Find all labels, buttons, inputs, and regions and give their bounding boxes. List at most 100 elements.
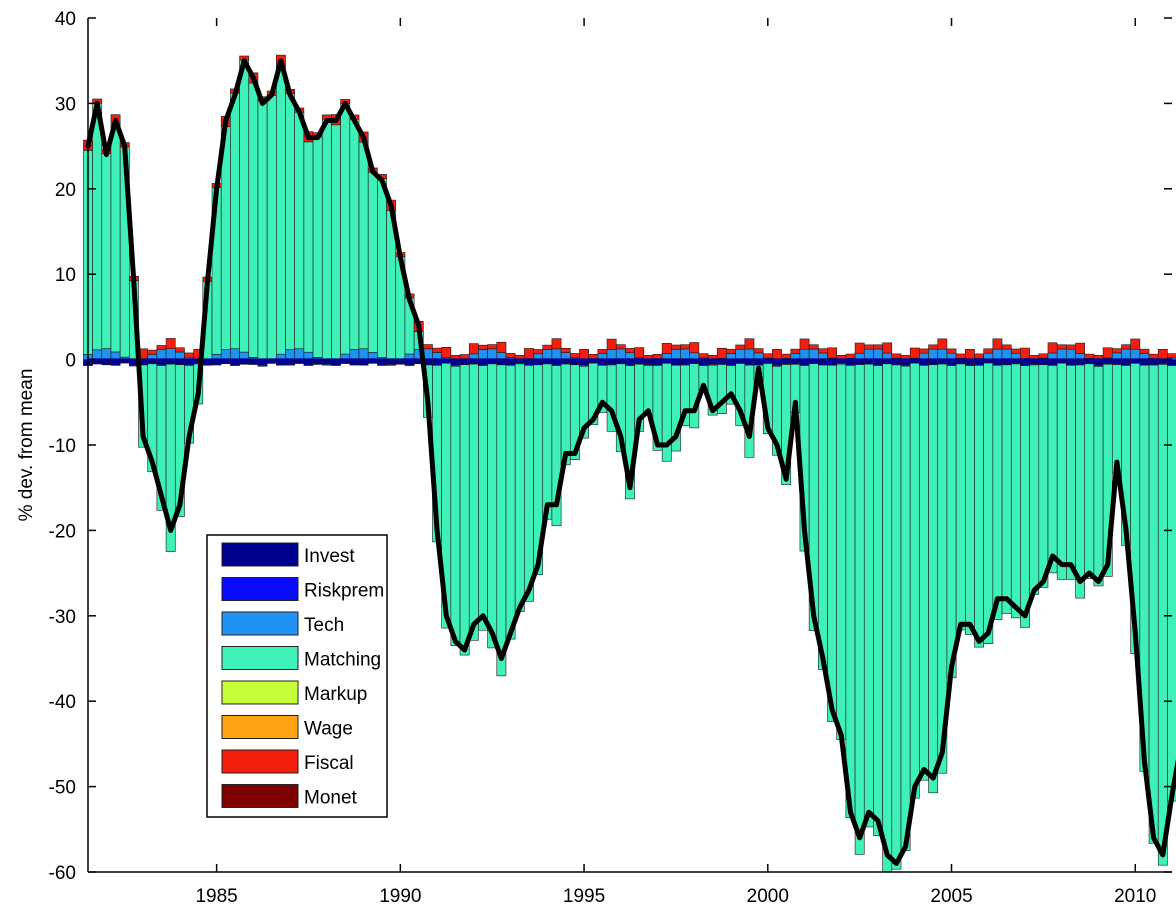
bar-fiscal (772, 349, 782, 360)
bar-fiscal (560, 348, 571, 353)
bar-matching (560, 363, 571, 466)
bar-fiscal (1084, 353, 1095, 359)
bar-tech (1001, 348, 1012, 360)
bar-tech (1130, 348, 1141, 360)
bar-matching (854, 364, 865, 855)
bar-tech (735, 348, 746, 360)
bar-matching (349, 118, 360, 350)
bar-matching (909, 362, 920, 799)
bar-matching (1029, 364, 1040, 595)
bar-fiscal (1010, 348, 1021, 354)
bar-tech (358, 348, 369, 360)
bar-tech (606, 349, 617, 360)
bar-matching (487, 363, 498, 649)
bar-matching (1157, 364, 1168, 866)
bar-fiscal (946, 348, 957, 354)
bar-tech (1121, 348, 1131, 360)
bar-fiscal (1130, 338, 1141, 350)
legend-label-tech: Tech (304, 615, 344, 636)
bar-fiscal (661, 343, 672, 354)
y-tick-label: 40 (55, 9, 76, 30)
legend: Invest Riskprem Tech Matching Markup Wage Fisc… (206, 534, 388, 818)
bar-matching (974, 365, 984, 648)
bar-fiscal (671, 344, 681, 350)
bar-matching (1056, 362, 1067, 580)
bar-fiscal (919, 348, 929, 354)
bar-tech (1056, 348, 1067, 360)
bar-tech (542, 349, 553, 360)
legend-label-fiscal: Fiscal (304, 753, 354, 774)
bar-fiscal (505, 353, 516, 358)
legend-swatch-invest (221, 542, 299, 567)
bar-fiscal (716, 347, 727, 359)
bar-matching (625, 365, 635, 500)
total-line-layer (85, 58, 1176, 866)
bar-tech (220, 349, 231, 360)
bar-fiscal (1102, 347, 1113, 359)
bar-matching (459, 364, 470, 656)
bar-matching (1084, 363, 1095, 579)
bar-matching (496, 364, 507, 677)
bar-fiscal (165, 338, 176, 349)
bar-fiscal (726, 348, 736, 354)
y-tick-label: -50 (49, 778, 76, 799)
bar-tech (680, 348, 691, 360)
bar-fiscal (156, 345, 167, 351)
bar-tech (92, 349, 103, 360)
bar-matching (836, 363, 847, 740)
bar-matching (643, 365, 654, 416)
bar-matching (1001, 364, 1012, 614)
bar-matching (992, 365, 1003, 620)
legend-swatch-markup (221, 680, 299, 705)
bar-fiscal (882, 342, 893, 354)
bar-fiscal (496, 341, 507, 353)
y-tick-label: 0 (65, 351, 76, 372)
bar-matching (92, 102, 103, 351)
bar-tech (165, 348, 176, 360)
bar-tech (349, 349, 360, 360)
bar-fiscal (799, 338, 810, 350)
bar-matching (863, 363, 874, 828)
axes-layer: -60 -50 -40 -30 -20 -10 0 10 20 30 40 1985 1990 1995 2… (49, 9, 1172, 907)
bar-fiscal (873, 344, 883, 350)
bar-fiscal (634, 347, 645, 359)
bar-matching (845, 365, 856, 819)
bar-matching (294, 111, 305, 350)
bar-matching (1111, 364, 1122, 474)
bar-tech (386, 364, 397, 366)
x-tick-label: 1990 (379, 886, 421, 907)
bar-fiscal (524, 348, 534, 359)
legend-swatch-fiscal (221, 749, 299, 774)
bar-tech (156, 349, 167, 360)
bar-fiscal (909, 347, 920, 359)
legend-swatch-monet (221, 784, 299, 808)
bar-tech (285, 349, 295, 360)
bar-matching (101, 153, 112, 349)
bar-tech (808, 348, 819, 360)
bar-matching (919, 365, 929, 781)
legend-label-markup: Markup (304, 684, 367, 705)
bar-fiscal (468, 343, 479, 355)
bar-matching (230, 92, 240, 350)
bar-fiscal (1001, 344, 1012, 350)
bar-tech (873, 348, 883, 360)
bar-fiscal (965, 349, 975, 360)
legend-label-monet: Monet (304, 788, 358, 809)
bar-fiscal (689, 342, 700, 354)
bar-matching (110, 124, 121, 353)
bar-matching (818, 364, 828, 670)
bar-matching (478, 365, 488, 631)
bar-matching (891, 364, 902, 870)
bar-fiscal (1121, 344, 1131, 350)
bar-fiscal (478, 344, 488, 350)
bar-tech (478, 349, 488, 360)
bar-matching (1010, 363, 1021, 619)
bar-fiscal (781, 353, 792, 359)
bar-matching (358, 141, 369, 350)
y-tick-label: -20 (49, 521, 76, 542)
bar-matching (1066, 364, 1076, 580)
legend-label-riskprem: Riskprem (304, 581, 384, 602)
bar-fiscal (818, 348, 828, 354)
bar-fiscal (1056, 344, 1067, 350)
bar-matching (514, 363, 525, 612)
